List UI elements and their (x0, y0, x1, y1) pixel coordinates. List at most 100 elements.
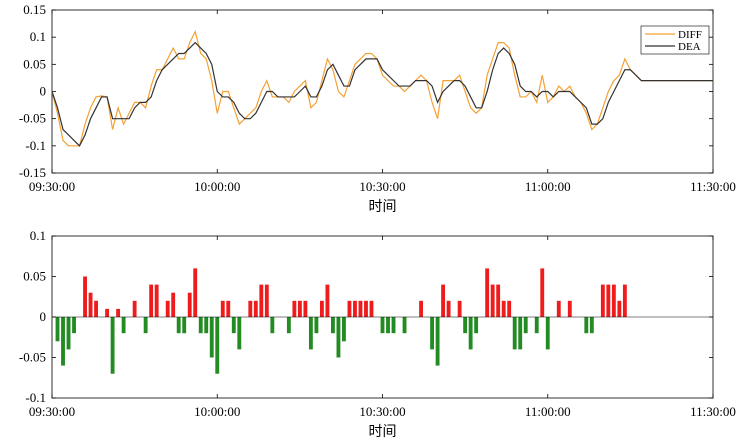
histogram-bar (490, 284, 495, 317)
histogram-bar (182, 317, 187, 334)
line-chart-x-tick-label: 10:00:00 (194, 179, 240, 194)
histogram-bar (325, 284, 330, 317)
line-chart-x-tick-label: 09:30:00 (29, 179, 75, 194)
legend-diff-label: DIFF (678, 29, 702, 41)
histogram-y-axis: -0.1 -0.05 0 0.05 0.1 (19, 228, 713, 405)
histogram-bars (55, 268, 627, 374)
histogram-bar (523, 317, 528, 334)
histogram-x-tick-label: 10:00:00 (194, 404, 240, 419)
histogram-bar (611, 284, 616, 317)
line-chart-y-tick-label: 0.1 (30, 29, 46, 44)
histogram-bar (600, 284, 605, 317)
line-chart-y-tick-label: -0.15 (19, 165, 46, 180)
histogram-bar (463, 317, 468, 334)
histogram-bar (567, 300, 572, 317)
histogram-bar (358, 300, 363, 317)
histogram-bar (419, 300, 423, 317)
histogram-bar (193, 268, 198, 317)
histogram-bar (264, 284, 269, 317)
histogram-bar (308, 317, 313, 350)
histogram-x-tick-label: 11:00:00 (525, 404, 571, 419)
histogram-bar (545, 317, 550, 350)
histogram-bar (386, 317, 390, 334)
histogram-bar (176, 317, 181, 334)
histogram-bar (72, 317, 76, 334)
histogram-bar (110, 317, 115, 374)
histogram-x-tick-label: 11:30:00 (690, 404, 736, 419)
histogram-bar (314, 317, 319, 334)
line-chart-x-tick-label: 11:00:00 (525, 179, 571, 194)
line-chart-y-tick-label: -0.1 (25, 138, 46, 153)
histogram-x-tick-label: 09:30:00 (29, 404, 75, 419)
histogram-bar (204, 317, 209, 334)
macd-histogram-chart: -0.1 -0.05 0 0.05 0.1 09:30:00 10:00:00 10:30:… (19, 228, 736, 440)
histogram-bar (347, 300, 352, 317)
histogram-bar (331, 317, 335, 334)
legend: DIFF DEA (640, 25, 710, 55)
histogram-bar (154, 284, 159, 317)
histogram-bar (584, 317, 589, 334)
histogram-bar (253, 300, 258, 317)
diff-series-line (51, 30, 713, 147)
histogram-bar (485, 268, 490, 317)
line-chart-x-tick-label: 10:30:00 (359, 179, 405, 194)
histogram-bar (297, 300, 302, 317)
histogram-bar (88, 292, 93, 317)
histogram-x-axis: 09:30:00 10:00:00 10:30:00 11:00:00 11:30:00 (29, 236, 736, 419)
histogram-bar (116, 308, 121, 317)
histogram-bar (61, 317, 65, 366)
histogram-bar (231, 317, 236, 334)
histogram-x-axis-title: 时间 (369, 424, 397, 440)
histogram-y-tick-label: 0 (40, 309, 47, 324)
histogram-bar (220, 300, 225, 317)
histogram-bar (606, 284, 611, 317)
line-chart-x-axis-title: 时间 (369, 199, 397, 215)
histogram-bar (512, 317, 517, 350)
histogram-bar (143, 317, 148, 334)
histogram-bar (292, 300, 297, 317)
histogram-bar (435, 317, 440, 366)
diff-dea-line-chart: -0.15 -0.1 -0.05 0 0.05 0.1 0.15 09:30:00 10:00… (19, 2, 736, 215)
histogram-y-tick-label: 0.1 (30, 228, 46, 243)
histogram-bar (501, 300, 506, 317)
histogram-bar (496, 284, 501, 317)
histogram-bar (617, 300, 622, 317)
histogram-bar (534, 317, 539, 334)
line-chart-x-axis: 09:30:00 10:00:00 10:30:00 11:00:00 11:30:00 (29, 10, 736, 194)
histogram-bar (430, 317, 435, 350)
histogram-bar (165, 300, 170, 317)
histogram-bar (468, 317, 473, 350)
histogram-bar (83, 276, 87, 317)
histogram-bar (342, 317, 346, 342)
dea-series-line (51, 41, 713, 147)
histogram-bar (364, 300, 368, 317)
histogram-bar (507, 300, 512, 317)
histogram-y-tick-label: -0.05 (19, 350, 46, 365)
histogram-bar (121, 317, 126, 334)
line-chart-x-tick-label: 11:30:00 (690, 179, 736, 194)
histogram-bar (259, 284, 264, 317)
histogram-bar (198, 317, 203, 334)
histogram-bar (319, 300, 324, 317)
histogram-bar (441, 284, 446, 317)
histogram-bar (226, 300, 231, 317)
histogram-bar (457, 300, 462, 317)
histogram-bar (132, 300, 137, 317)
line-chart-y-tick-label: -0.05 (19, 111, 46, 126)
histogram-bar (237, 317, 242, 350)
histogram-bar (380, 317, 385, 334)
line-chart-y-axis: -0.15 -0.1 -0.05 0 0.05 0.1 0.15 (19, 2, 713, 180)
histogram-bar (187, 292, 192, 317)
histogram-bar (402, 317, 407, 334)
histogram-bar (270, 317, 275, 334)
histogram-bar (622, 284, 627, 317)
histogram-bar (215, 317, 220, 374)
histogram-bar (66, 317, 71, 350)
histogram-bar (94, 300, 98, 317)
histogram-bar (248, 300, 253, 317)
histogram-bar (171, 292, 176, 317)
line-chart-y-tick-label: 0.15 (23, 2, 46, 17)
histogram-bar (446, 300, 451, 317)
legend-box (640, 25, 710, 55)
